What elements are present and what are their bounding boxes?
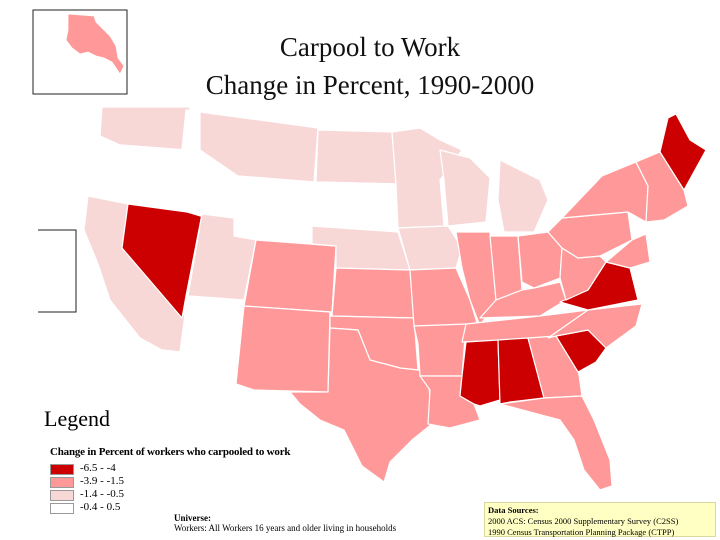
state-KS [331,267,415,319]
legend-heading: Legend [44,406,110,431]
data-sources-label: Data Sources: [488,505,539,515]
state-WY [233,175,315,245]
universe-label: Universe: [174,513,211,523]
legend-swatch [50,477,74,488]
legend-range: -6.5 - -4 [80,462,116,474]
data-sources-box: Data Sources: 2000 ACS: Census 2000 Supp… [484,502,716,537]
conus-states [83,106,707,491]
state-CO [243,239,337,313]
state-MO [409,267,479,327]
state-MI [497,159,549,233]
state-MS [459,339,501,407]
state-SD [311,181,399,233]
map-title-line-1: Carpool to Work [279,32,461,62]
data-source-line: 1990 Census Transportation Planning Pack… [488,527,675,537]
hawaii-inset-frame [38,229,77,313]
legend-range: -3.9 - -1.5 [80,475,124,487]
state-IA [397,225,463,271]
state-AK [65,13,125,75]
state-MD-DE-NJ [605,233,651,269]
data-source-line: 2000 ACS: Census 2000 Supplementary Surv… [488,516,679,526]
legend-swatch [50,503,74,514]
map-title-line-2: Change in Percent, 1990-2000 [205,70,535,100]
universe-note: Universe: Workers: All Workers 16 years … [174,513,396,533]
state-IN [489,235,523,301]
state-NC [547,303,643,349]
state-WI [439,149,491,227]
legend-swatch [50,490,74,501]
legend-swatch [50,464,74,475]
state-TX [289,327,433,483]
legend-range: -0.4 - 0.5 [80,501,121,513]
state-FL [499,395,613,491]
legend-title: Change in Percent of workers who carpool… [50,446,291,458]
state-ME [659,113,707,191]
state-NY [561,161,649,223]
state-AR [413,323,467,377]
legend-range: -1.4 - -0.5 [80,488,124,500]
state-KY [479,281,567,319]
legend: Change in Percent of workers who carpool… [36,440,326,520]
universe-text: Workers: All Workers 16 years and older … [174,523,397,533]
state-NM [235,305,331,393]
state-ND [315,129,397,185]
